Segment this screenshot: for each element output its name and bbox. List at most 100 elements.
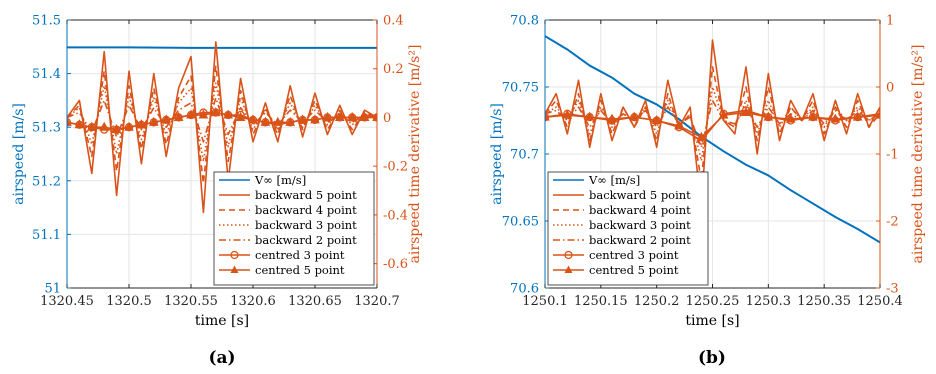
y-left-tick-label: 51	[44, 282, 61, 297]
series-line-2	[545, 66, 880, 182]
y-right-axis-label: airspeed time derivative [m/s²]	[407, 45, 423, 264]
triangle-marker	[248, 114, 258, 124]
legend-label: backward 5 point	[255, 188, 357, 202]
legend-label: backward 4 point	[589, 203, 691, 217]
legend-triangle-marker	[564, 265, 573, 273]
panel-caption: (b)	[698, 348, 726, 368]
triangle-marker	[285, 116, 296, 126]
triangle-marker	[161, 114, 172, 124]
y-right-tick-label: 0.4	[383, 14, 404, 29]
y-right-tick-label: -0.2	[383, 160, 408, 175]
triangle-marker	[260, 116, 271, 126]
triangle-marker	[545, 111, 550, 121]
x-axis-label: time [s]	[685, 313, 739, 329]
legend-label: backward 3 point	[255, 218, 357, 232]
legend-label: backward 5 point	[589, 188, 691, 202]
legend-circle-marker	[564, 250, 573, 260]
y-right-tick-label: 0	[886, 81, 894, 96]
y-right-tick-label: -3	[886, 282, 899, 297]
x-tick-label: 1320.65	[288, 294, 342, 309]
series-line-0	[545, 35, 880, 244]
legend-label: V∞ [m/s]	[254, 173, 306, 187]
legend-label: centred 3 point	[589, 248, 679, 262]
y-right-tick-label: 1	[886, 14, 894, 29]
x-tick-label: 1320.7	[354, 294, 400, 309]
y-left-tick-label: 51.4	[32, 67, 61, 82]
x-axis-label: time [s]	[195, 313, 249, 329]
legend-label: backward 3 point	[589, 218, 691, 232]
triangle-marker	[852, 111, 863, 121]
series-line-4	[545, 99, 880, 149]
triangle-marker	[584, 111, 595, 121]
x-tick-label: 1250.15	[574, 294, 628, 309]
legend-label: centred 5 point	[255, 263, 345, 277]
x-tick-label: 1250.35	[797, 294, 851, 309]
triangle-marker	[74, 119, 85, 129]
triangle-marker	[741, 106, 751, 116]
y-left-tick-label: 51.3	[32, 121, 61, 136]
y-left-tick-label: 70.8	[510, 14, 539, 29]
triangle-marker	[272, 116, 283, 126]
triangle-marker	[347, 111, 358, 121]
series-line-0	[67, 46, 377, 49]
triangle-marker	[830, 113, 841, 123]
triangle-marker	[875, 109, 880, 119]
legend-label: centred 5 point	[589, 263, 679, 277]
y-left-tick-label: 70.6	[510, 282, 539, 297]
series-group	[67, 41, 377, 214]
triangle-marker	[148, 116, 159, 126]
series-line-3	[545, 86, 880, 162]
y-left-tick-label: 70.75	[502, 81, 539, 96]
circle-marker	[875, 109, 880, 118]
y-left-tick-label: 70.7	[510, 148, 539, 163]
y-right-axis-label: airspeed time derivative [m/s²]	[910, 45, 926, 264]
triangle-marker	[674, 120, 684, 130]
x-tick-label: 1250.25	[686, 294, 740, 309]
legend-box	[547, 171, 709, 286]
triangle-marker	[607, 113, 617, 123]
series-line-6	[545, 111, 880, 139]
x-tick-label: 1250.3	[746, 294, 792, 309]
legend-circle-marker	[230, 250, 239, 260]
triangle-marker	[372, 111, 377, 121]
panel-caption: (a)	[208, 348, 235, 368]
y-right-tick-label: 0	[383, 111, 391, 126]
triangle-marker	[808, 111, 818, 121]
triangle-marker	[235, 111, 246, 121]
triangle-marker	[136, 119, 147, 129]
triangle-marker	[718, 109, 729, 119]
triangle-marker	[310, 114, 320, 124]
x-tick-label: 1250.2	[634, 294, 680, 309]
triangle-marker	[359, 111, 370, 121]
y-left-tick-label: 51.5	[32, 14, 61, 29]
triangle-marker	[124, 121, 134, 131]
triangle-marker	[198, 109, 209, 119]
y-right-tick-label: -0.6	[383, 257, 408, 272]
triangle-marker	[210, 107, 221, 117]
triangle-marker	[334, 111, 345, 121]
chart-panel-b: 1250.1 1250.15 1250.2 1250.25 1250.3 1250.35 1…	[489, 14, 926, 369]
triangle-marker	[99, 121, 110, 131]
x-tick-label: 1320.55	[164, 294, 218, 309]
triangle-marker	[651, 114, 662, 124]
y-left-axis-label: airspeed [m/s]	[11, 103, 27, 205]
triangle-marker	[562, 109, 573, 119]
triangle-marker	[696, 131, 707, 141]
triangle-marker	[322, 111, 333, 121]
x-tick-label: 1320.5	[106, 294, 152, 309]
x-tick-label: 1320.45	[40, 294, 94, 309]
legend-triangle-marker	[230, 265, 239, 273]
y-right-tick-label: -0.4	[383, 208, 408, 223]
y-right-tick-label: -2	[886, 215, 899, 230]
triangle-marker	[785, 113, 796, 123]
triangle-marker	[111, 124, 122, 134]
y-left-tick-label: 51.2	[32, 174, 61, 189]
triangle-marker	[67, 116, 72, 126]
legend-label: V∞ [m/s]	[588, 173, 640, 187]
legend-label: backward 4 point	[255, 203, 357, 217]
series-group	[545, 35, 880, 244]
y-right-tick-label: -1	[886, 148, 899, 163]
